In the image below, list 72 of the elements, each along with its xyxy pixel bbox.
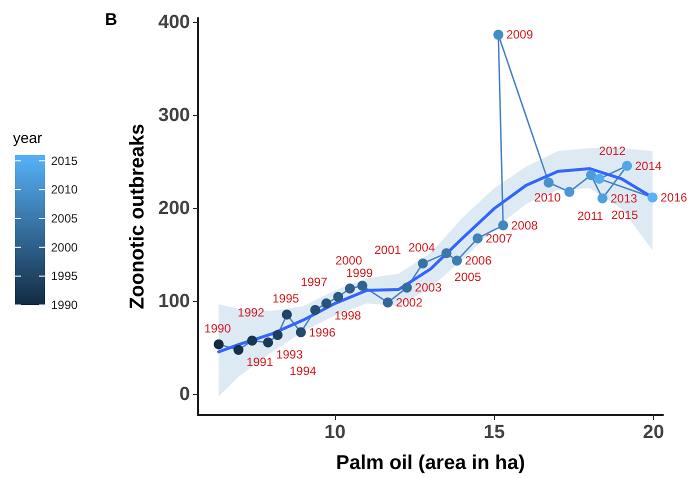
y-tick-label: 400 <box>158 12 190 34</box>
point <box>321 298 332 308</box>
point <box>498 220 508 230</box>
point <box>263 337 274 348</box>
annotation: 2010 <box>534 190 562 205</box>
annotation: 1998 <box>334 308 362 322</box>
annotation: 2011 <box>577 208 604 223</box>
y-tick-label: 200 <box>158 198 190 220</box>
point <box>597 193 608 204</box>
x-tick-label: 10 <box>324 422 346 443</box>
point <box>648 192 658 202</box>
point <box>418 258 428 268</box>
point <box>564 186 574 197</box>
point <box>247 336 258 346</box>
annotation: 2002 <box>396 296 423 310</box>
y-tick-label: 300 <box>158 105 190 126</box>
annotation: 2012 <box>599 144 626 158</box>
point <box>272 330 283 340</box>
annotation: 1999 <box>346 266 374 280</box>
annotation: 2003 <box>414 280 442 295</box>
x-tick-label: 15 <box>484 422 506 443</box>
y-tick-label: 100 <box>158 291 190 312</box>
annotation: 1997 <box>300 274 328 289</box>
point <box>544 178 554 188</box>
annotation: 1991 <box>246 354 274 369</box>
point <box>441 248 452 258</box>
color-bar-label: 2005 <box>51 211 78 226</box>
annotation: 2016 <box>660 190 688 204</box>
point <box>233 344 244 355</box>
point <box>357 280 368 291</box>
point <box>310 304 320 315</box>
point <box>493 30 504 40</box>
point <box>333 292 344 302</box>
point <box>622 160 632 171</box>
color-bar-label: 1995 <box>51 269 78 284</box>
point <box>214 339 224 350</box>
annotation: 2008 <box>511 218 538 232</box>
annotation: 2006 <box>464 254 492 268</box>
point <box>402 282 412 293</box>
point <box>382 298 393 308</box>
point <box>586 170 596 180</box>
annotation: 2014 <box>635 158 662 173</box>
annotation: 2013 <box>610 191 638 206</box>
annotation: 1992 <box>238 306 265 320</box>
annotation: 2007 <box>486 231 513 246</box>
point <box>344 284 355 294</box>
annotation: 2015 <box>611 208 638 222</box>
annotation: 2004 <box>408 240 436 254</box>
annotation: 2005 <box>454 270 482 284</box>
chart-title: B <box>105 10 118 29</box>
annotation: 1996 <box>308 325 336 340</box>
color-bar-label: 1990 <box>51 298 78 312</box>
x-axis-title: Palm oil (area in ha) <box>336 452 525 474</box>
annotation: 2001 <box>374 242 402 257</box>
point <box>472 233 483 244</box>
point <box>296 327 306 338</box>
color-bar-label: 2010 <box>51 182 78 197</box>
annotation: 2000 <box>335 254 362 268</box>
color-bar-label: 2015 <box>51 154 78 168</box>
color-bar-label: 2000 <box>51 240 78 254</box>
color-bar-title: year <box>13 130 42 147</box>
annotation: 1994 <box>290 364 317 378</box>
point <box>282 310 292 320</box>
point <box>452 256 462 266</box>
annotation: 1990 <box>204 321 232 336</box>
annotation: 1993 <box>276 347 304 362</box>
annotation: 2009 <box>506 28 534 42</box>
x-tick-label: 20 <box>642 422 664 443</box>
y-tick-label: 0 <box>179 384 190 406</box>
point <box>594 174 604 184</box>
y-axis-title: Zoonotic outbreaks <box>126 124 148 310</box>
annotation: 1995 <box>272 292 300 306</box>
